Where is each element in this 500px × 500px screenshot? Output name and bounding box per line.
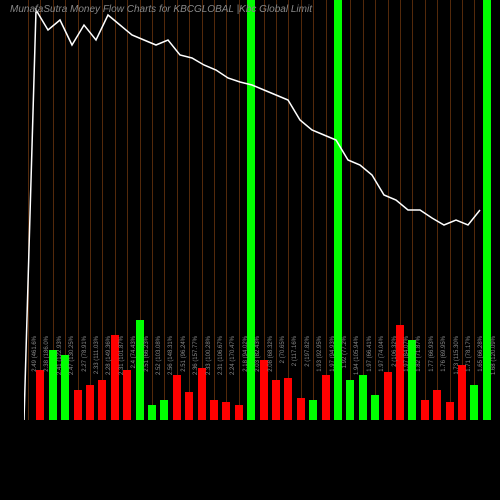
price-line-chart [24,0,494,420]
price-polyline [24,10,480,420]
chart-title: MunafaSutra Money Flow Charts for KBCGLO… [10,4,312,15]
